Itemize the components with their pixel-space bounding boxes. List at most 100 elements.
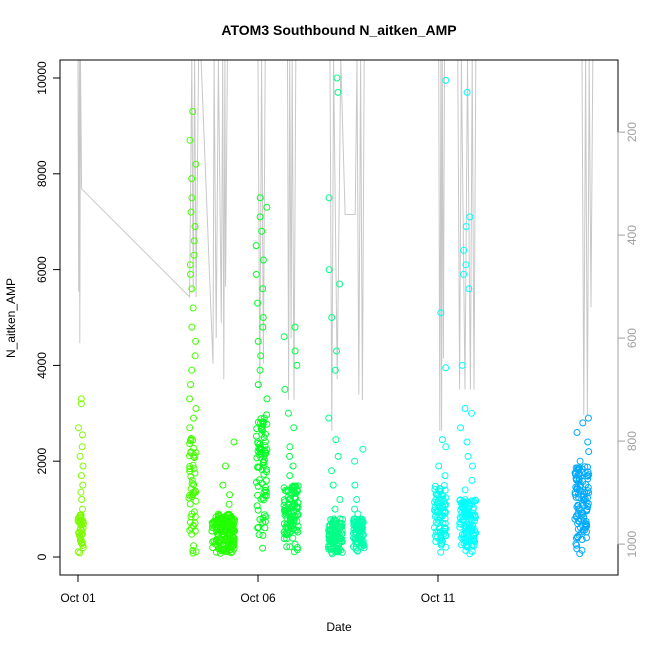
data-point bbox=[252, 478, 260, 486]
data-point bbox=[437, 528, 445, 536]
data-point bbox=[226, 491, 234, 499]
data-point bbox=[282, 508, 290, 516]
data-point bbox=[188, 323, 196, 331]
data-point bbox=[189, 304, 197, 312]
data-point bbox=[186, 526, 194, 534]
data-point bbox=[584, 414, 592, 422]
data-point bbox=[581, 523, 589, 531]
data-point bbox=[584, 438, 592, 446]
data-point bbox=[281, 511, 289, 519]
data-point bbox=[79, 431, 86, 439]
data-point bbox=[466, 213, 474, 221]
data-point bbox=[76, 452, 84, 460]
data-point bbox=[440, 482, 448, 489]
data-point bbox=[573, 541, 581, 549]
data-point bbox=[187, 436, 195, 444]
data-point bbox=[437, 548, 445, 556]
data-point bbox=[254, 463, 262, 471]
data-point bbox=[334, 88, 342, 96]
data-point bbox=[219, 481, 227, 489]
data-point bbox=[436, 485, 444, 493]
data-point bbox=[293, 508, 301, 516]
data-point bbox=[584, 468, 592, 476]
data-point bbox=[351, 516, 359, 524]
data-point bbox=[262, 449, 270, 457]
data-point bbox=[186, 463, 194, 470]
data-point bbox=[441, 520, 449, 527]
data-point bbox=[186, 395, 194, 403]
data-points bbox=[74, 74, 593, 558]
data-point bbox=[352, 545, 360, 553]
data-point bbox=[350, 530, 357, 537]
data-point bbox=[353, 523, 361, 531]
data-point bbox=[331, 505, 339, 513]
data-point bbox=[77, 488, 85, 496]
data-point bbox=[254, 381, 262, 389]
data-point bbox=[333, 347, 340, 355]
data-point bbox=[262, 483, 269, 491]
data-point bbox=[441, 515, 449, 522]
data-point bbox=[76, 549, 84, 557]
data-point bbox=[189, 549, 197, 557]
data-point bbox=[77, 517, 85, 525]
x-tick-label: Oct 01 bbox=[60, 591, 96, 605]
data-point bbox=[230, 438, 238, 446]
data-point bbox=[583, 472, 591, 480]
point-cluster-5 bbox=[280, 323, 302, 556]
data-point bbox=[463, 88, 471, 96]
data-point bbox=[433, 490, 441, 498]
data-point bbox=[188, 476, 196, 484]
data-point bbox=[439, 507, 447, 515]
data-point bbox=[257, 352, 265, 360]
data-point bbox=[260, 456, 268, 464]
data-point bbox=[351, 505, 359, 513]
data-point bbox=[191, 469, 199, 477]
data-point bbox=[227, 513, 235, 521]
point-cluster-1 bbox=[74, 395, 87, 557]
point-cluster-9 bbox=[456, 88, 480, 558]
data-point bbox=[186, 440, 194, 447]
data-point bbox=[578, 499, 586, 507]
data-point bbox=[439, 504, 447, 512]
data-point bbox=[228, 525, 236, 533]
data-point bbox=[260, 434, 268, 442]
data-point bbox=[336, 280, 344, 288]
data-point bbox=[579, 419, 587, 427]
data-point bbox=[262, 486, 269, 494]
data-point bbox=[187, 473, 195, 480]
data-point bbox=[188, 285, 196, 293]
data-point bbox=[328, 314, 336, 321]
data-point bbox=[254, 438, 262, 446]
data-point bbox=[292, 482, 300, 490]
data-point bbox=[459, 502, 467, 510]
point-cluster-10 bbox=[571, 414, 593, 558]
data-point bbox=[470, 542, 478, 550]
data-point bbox=[442, 76, 450, 84]
data-point bbox=[437, 513, 445, 521]
data-point bbox=[223, 540, 231, 548]
data-point bbox=[256, 194, 264, 202]
data-point bbox=[189, 522, 197, 529]
data-point bbox=[464, 526, 472, 534]
data-point bbox=[330, 517, 338, 524]
data-point bbox=[227, 516, 235, 524]
data-point bbox=[259, 531, 267, 539]
data-point bbox=[261, 438, 269, 446]
data-point bbox=[77, 395, 85, 403]
data-point bbox=[287, 494, 294, 502]
data-point bbox=[260, 470, 268, 478]
plot-frame bbox=[59, 59, 619, 576]
data-point bbox=[225, 500, 233, 508]
data-point bbox=[253, 502, 261, 510]
data-point bbox=[585, 471, 593, 479]
data-point bbox=[254, 506, 262, 514]
data-point bbox=[254, 491, 262, 499]
data-point bbox=[257, 415, 265, 423]
data-point bbox=[77, 472, 85, 480]
data-point bbox=[337, 546, 344, 554]
data-point bbox=[191, 352, 199, 360]
data-point bbox=[77, 535, 85, 543]
data-point bbox=[457, 520, 465, 528]
data-point bbox=[288, 521, 296, 529]
data-point bbox=[75, 424, 82, 432]
